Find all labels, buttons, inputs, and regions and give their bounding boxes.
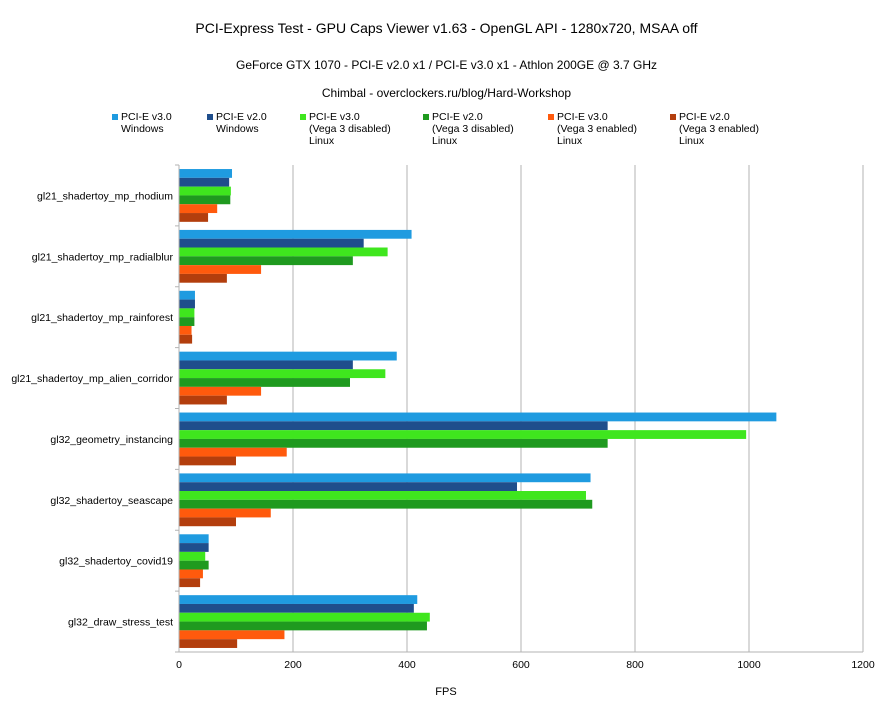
legend-swatch xyxy=(548,114,554,120)
bar xyxy=(179,421,608,431)
x-tick-label: 1000 xyxy=(737,659,761,671)
bar xyxy=(179,195,231,205)
legend-label: PCI-E v3.0 (Vega 3 enabled) Linux xyxy=(557,111,637,147)
bar xyxy=(179,360,353,370)
chart-title: PCI-Express Test - GPU Caps Viewer v1.63… xyxy=(195,20,698,36)
bar xyxy=(179,186,231,196)
x-tick-label: 1200 xyxy=(851,659,875,671)
legend-swatch xyxy=(300,114,306,120)
bar xyxy=(179,238,364,248)
legend-swatch xyxy=(207,114,213,120)
bar xyxy=(179,213,209,222)
bar xyxy=(179,229,412,239)
bar xyxy=(179,578,201,588)
bar xyxy=(179,378,350,387)
legend-swatch xyxy=(423,114,429,120)
bar xyxy=(179,177,230,187)
x-tick-label: 0 xyxy=(176,659,182,671)
bar xyxy=(179,247,388,257)
bar xyxy=(179,482,518,492)
bar xyxy=(179,369,386,379)
bar xyxy=(179,499,593,509)
bar xyxy=(179,639,238,648)
legend-label: PCI-E v2.0 Windows xyxy=(216,111,267,135)
bar xyxy=(179,612,430,622)
bar xyxy=(179,273,227,283)
bar xyxy=(179,308,195,318)
category-label: gl21_shadertoy_mp_rhodium xyxy=(37,190,173,202)
legend: PCI-E v3.0 Windows PCI-E v2.0 Windows PCI-… xyxy=(0,111,893,151)
bar xyxy=(179,265,262,274)
bar xyxy=(179,534,209,544)
bar xyxy=(179,456,236,466)
category-label: gl21_shadertoy_mp_radialblur xyxy=(32,251,174,263)
bar xyxy=(179,603,414,613)
legend-swatch xyxy=(670,114,676,120)
x-tick-label: 400 xyxy=(398,659,416,671)
bar xyxy=(179,325,192,335)
bar xyxy=(179,630,285,640)
bar xyxy=(179,621,427,631)
legend-label: PCI-E v2.0 (Vega 3 enabled) Linux xyxy=(679,111,759,147)
x-tick-label: 800 xyxy=(626,659,644,671)
category-label: gl32_draw_stress_test xyxy=(68,617,173,629)
legend-swatch xyxy=(112,114,118,120)
bar xyxy=(179,290,195,300)
bar xyxy=(179,430,747,439)
bar xyxy=(179,299,195,309)
bar xyxy=(179,560,209,570)
chart-credit: Chimbal - overclockers.ru/blog/Hard-Work… xyxy=(321,86,572,100)
bar xyxy=(179,508,271,518)
bar xyxy=(179,543,209,552)
bar xyxy=(179,317,195,326)
bar xyxy=(179,204,218,214)
legend-label: PCI-E v3.0 Windows xyxy=(121,111,172,135)
x-tick-label: 600 xyxy=(512,659,530,671)
bar xyxy=(179,256,353,266)
category-label: gl21_shadertoy_mp_rainforest xyxy=(31,312,173,324)
bar xyxy=(179,491,586,500)
bar xyxy=(179,473,591,483)
bar xyxy=(179,517,236,527)
category-label: gl32_geometry_instancing xyxy=(50,434,173,446)
bar xyxy=(179,334,193,344)
bar xyxy=(179,412,777,422)
bar xyxy=(179,569,203,579)
legend-label: PCI-E v2.0 (Vega 3 disabled) Linux xyxy=(432,111,514,147)
bar xyxy=(179,169,233,178)
category-label: gl32_shadertoy_seascape xyxy=(50,495,173,507)
bar xyxy=(179,395,227,405)
bar xyxy=(179,438,608,448)
bar xyxy=(179,386,262,396)
bar xyxy=(179,551,206,561)
bar xyxy=(179,351,397,361)
x-axis-label: FPS xyxy=(435,686,456,698)
bar xyxy=(179,595,418,604)
x-tick-label: 200 xyxy=(284,659,302,671)
legend-label: PCI-E v3.0 (Vega 3 disabled) Linux xyxy=(309,111,391,147)
bar xyxy=(179,447,287,457)
category-label: gl32_shadertoy_covid19 xyxy=(59,556,173,568)
category-label: gl21_shadertoy_mp_alien_corridor xyxy=(11,373,173,385)
chart-subtitle: GeForce GTX 1070 - PCI-E v2.0 x1 / PCI-E… xyxy=(235,58,658,72)
